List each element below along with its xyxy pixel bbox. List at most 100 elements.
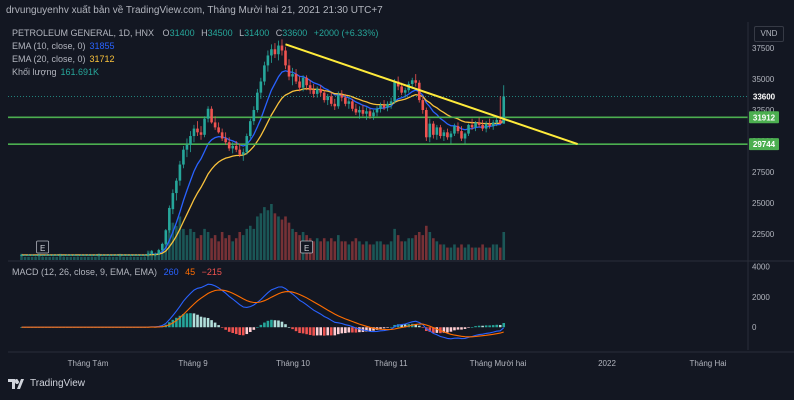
ohlc-close-label: C: [275, 28, 283, 38]
macd-histogram-bar: [280, 321, 284, 328]
candle-body: [111, 255, 115, 256]
time-tick-label: Tháng Mười hai: [470, 359, 527, 368]
candle-body: [161, 243, 164, 251]
candle-body: [326, 96, 330, 101]
volume-bar: [192, 232, 196, 260]
volume-bar: [185, 235, 189, 260]
volume-bar: [118, 253, 122, 260]
volume-bar: [403, 241, 407, 260]
candle-body: [319, 88, 322, 93]
macd-histogram-bar: [185, 313, 189, 328]
volume-bar: [44, 256, 48, 260]
volume-bar: [48, 256, 51, 260]
macd-histogram-bar: [210, 320, 213, 328]
macd-histogram-bar: [227, 327, 231, 332]
legend-volume: Khối lượng 161.691K: [12, 67, 99, 77]
candle-body: [270, 49, 273, 56]
volume-bar: [234, 238, 238, 260]
volume-bar: [37, 253, 41, 260]
candle-body: [97, 255, 101, 256]
macd-histogram-bar: [203, 317, 206, 328]
macd-pane[interactable]: [20, 283, 506, 340]
candle-body: [73, 255, 76, 256]
macd-histogram-bar: [432, 327, 435, 334]
volume-bar: [467, 244, 470, 260]
candle-body: [425, 110, 428, 138]
candle-body: [400, 86, 403, 93]
volume-bar: [203, 228, 206, 260]
candle-body: [51, 255, 55, 256]
volume-bar: [322, 238, 326, 260]
ohlc-close-value: 33600: [282, 28, 308, 38]
candle-body: [143, 255, 146, 256]
candle-body: [210, 108, 213, 123]
price-tick-label: 35000: [752, 75, 775, 84]
candle-body: [65, 255, 69, 256]
candle-body: [189, 136, 192, 145]
volume-bar: [241, 235, 245, 260]
candle-body: [344, 97, 347, 104]
volume-bar: [231, 241, 234, 260]
volume-bar: [41, 256, 44, 260]
candle-body: [263, 65, 266, 82]
price-tick-label: 37500: [752, 44, 775, 53]
volume-bar: [101, 256, 104, 260]
volume-bar: [136, 256, 139, 260]
macd-histogram-bar: [326, 327, 330, 336]
candle-body: [495, 119, 498, 123]
volume-bar: [410, 238, 414, 260]
ohlc-high-label: H: [201, 28, 208, 38]
candle-body: [470, 124, 474, 128]
macd-histogram-bar: [414, 324, 418, 328]
currency-button[interactable]: VND: [754, 26, 784, 42]
signal-value: 45: [185, 267, 196, 277]
volume-bar: [34, 256, 37, 260]
candle-body: [132, 255, 136, 256]
candle-body: [287, 65, 291, 77]
ema20-line: [21, 88, 505, 256]
legend-ema10: EMA (10, close, 0) 31855: [12, 41, 115, 51]
candle-body: [491, 122, 495, 127]
volume-bar: [245, 228, 249, 260]
volume-bar: [69, 256, 73, 260]
macd-histogram-bar: [491, 325, 495, 328]
macd-histogram-bar: [389, 326, 393, 328]
macd-histogram-bar: [196, 314, 199, 328]
candle-body: [340, 95, 344, 98]
tradingview-brand[interactable]: TradingView: [8, 378, 85, 389]
volume-bar: [206, 232, 210, 260]
volume-bar: [372, 244, 375, 260]
signal-line: [21, 289, 504, 338]
volume-bar: [365, 241, 368, 260]
volume-bar: [129, 256, 132, 260]
candle-body: [101, 255, 104, 256]
macd-histogram-bar: [474, 326, 477, 328]
volume-bar: [432, 238, 435, 260]
macd-label: MACD (12, 26, close, 9, EMA, EMA): [12, 267, 158, 277]
resistance-trendline: [285, 43, 578, 146]
volume-bar: [329, 238, 333, 260]
macd-tick-label: 2000: [752, 293, 770, 302]
volume-bar: [425, 225, 428, 260]
volume-bar: [291, 228, 294, 260]
candle-body: [27, 255, 30, 256]
candle-body: [365, 111, 368, 114]
volume-bar: [108, 256, 111, 260]
volume-bar: [51, 256, 55, 260]
macd-histogram-bar: [488, 325, 491, 328]
price-change: +2000 (+6.33%): [313, 28, 379, 38]
candle-body: [238, 149, 242, 155]
ohlc-low-label: L: [239, 28, 245, 38]
publisher-header: drvunguyenhv xuất bản về TradingView.com…: [6, 5, 383, 16]
macd-histogram-bar: [220, 327, 224, 328]
candle-body: [245, 136, 249, 153]
candle-body: [498, 119, 502, 124]
volume-bar: [442, 244, 446, 260]
candle-body: [118, 255, 122, 256]
volume-bar: [252, 228, 256, 260]
candle-body: [213, 122, 217, 128]
macd-tick-label: 4000: [752, 263, 770, 272]
macd-histogram-bar: [368, 327, 372, 332]
